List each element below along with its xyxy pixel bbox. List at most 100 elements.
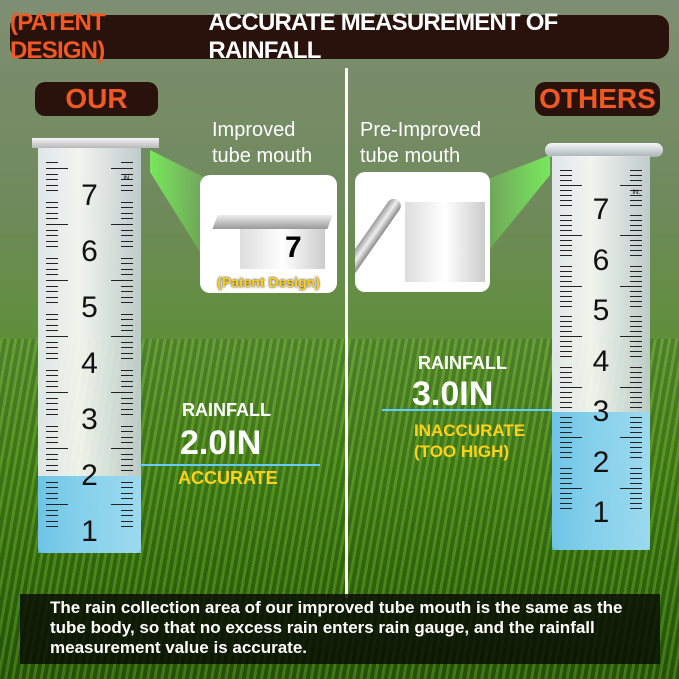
- scale-tick: [560, 447, 572, 449]
- scale-tick: [630, 280, 642, 282]
- scale-tick: [560, 401, 572, 403]
- scale-tick: [560, 386, 582, 388]
- scale-tick: [560, 285, 582, 287]
- scale-tick: [121, 201, 133, 203]
- right-rain-gauge-tube[interactable]: 1 2 3 4 5 6 7 IN.: [552, 156, 650, 550]
- scale-tick: [560, 199, 572, 201]
- scale-tick: [630, 351, 642, 353]
- scale-tick: [121, 442, 133, 444]
- scale-tick: [630, 295, 642, 297]
- scale-tick: [121, 481, 133, 483]
- scale-tick: [121, 498, 133, 500]
- scale-tick: [46, 201, 58, 203]
- scale-tick: [560, 220, 572, 222]
- scale-tick: [46, 263, 58, 265]
- scale-tick: [630, 169, 642, 171]
- scale-tick: [121, 207, 133, 209]
- scale-number: 7: [592, 193, 610, 226]
- scale-tick: [630, 406, 642, 408]
- scale-tick: [560, 442, 572, 444]
- scale-tick: [560, 417, 572, 419]
- scale-tick: [46, 168, 68, 169]
- right-water: [552, 412, 650, 550]
- scale-tick: [630, 230, 642, 232]
- scale-tick: [620, 437, 642, 439]
- scale-tick: [121, 470, 133, 472]
- scale-tick: [560, 265, 572, 267]
- right-tube-rim[interactable]: [545, 143, 663, 157]
- scale-tick: [121, 291, 133, 293]
- scale-number: 6: [592, 243, 610, 277]
- scale-tick: [560, 391, 572, 393]
- scale-tick: [121, 218, 133, 220]
- scale-tick: [560, 366, 572, 368]
- scale-tick: [630, 391, 642, 393]
- scale-tick: [560, 305, 572, 307]
- scale-tick: [121, 431, 133, 433]
- scale-tick: [560, 356, 572, 358]
- scale-tick: [560, 270, 572, 272]
- scale-tick: [121, 235, 133, 237]
- scale-tick: [46, 184, 58, 186]
- scale-tick: [121, 173, 133, 175]
- scale-tick: [46, 324, 58, 326]
- scale-tick: [121, 296, 133, 298]
- scale-tick: [46, 509, 58, 511]
- scale-tick: [560, 381, 572, 383]
- closeup-number: 7: [285, 231, 302, 264]
- left-level-line: [140, 464, 320, 466]
- scale-tick: [46, 352, 58, 354]
- rim-closeup: [355, 196, 404, 278]
- caption-line: tube mouth: [360, 145, 461, 167]
- scale-tick: [630, 502, 642, 504]
- unit-label: IN.: [632, 190, 640, 196]
- scale-tick: [560, 225, 572, 227]
- scale-tick: [121, 313, 133, 315]
- scale-tick: [630, 432, 642, 434]
- scale-tick: [620, 336, 642, 338]
- scale-tick: [121, 184, 133, 186]
- scale-tick: [46, 520, 58, 522]
- scale-number: 1: [81, 515, 98, 548]
- scale-tick: [560, 169, 572, 171]
- left-rain-gauge-tube[interactable]: 1 2 3 4 5 6 7 IN.: [38, 148, 141, 553]
- caption-line: Pre-Improved: [360, 119, 482, 141]
- scale-tick: [630, 245, 642, 247]
- scale-tick: [46, 173, 58, 175]
- scale-tick: [121, 487, 133, 489]
- scale-number: 5: [592, 294, 610, 327]
- scale-tick: [121, 347, 133, 349]
- left-verdict: ACCURATE: [178, 468, 278, 488]
- scale-tick: [46, 487, 58, 489]
- scale-tick: [560, 235, 582, 237]
- scale-tick: [630, 452, 642, 454]
- scale-tick: [121, 520, 133, 522]
- scale-tick: [630, 371, 642, 373]
- scale-tick: [46, 341, 58, 343]
- scale-tick: [620, 184, 642, 186]
- left-rainfall-value: 2.0IN: [180, 424, 262, 462]
- scale-tick: [121, 341, 133, 343]
- scale-tick: [111, 392, 133, 393]
- scale-tick: [121, 492, 133, 494]
- scale-tick: [560, 240, 572, 242]
- scale-tick: [121, 246, 133, 248]
- scale-tick: [46, 369, 58, 371]
- scale-tick: [560, 290, 572, 292]
- scale-tick: [560, 487, 582, 489]
- scale-tick: [46, 498, 58, 500]
- scale-tick: [46, 347, 58, 349]
- scale-tick: [46, 240, 58, 242]
- scale-tick: [121, 330, 133, 332]
- scale-tick: [121, 369, 133, 371]
- scale-tick: [121, 268, 133, 270]
- scale-tick: [121, 453, 133, 455]
- scale-tick: [46, 336, 68, 337]
- left-tube-flange[interactable]: [32, 138, 159, 148]
- scale-tick: [46, 459, 58, 461]
- scale-tick: [630, 442, 642, 444]
- scale-tick: [560, 406, 572, 408]
- unit-label: IN.: [123, 176, 131, 182]
- right-rainfall-label: RAINFALL: [418, 353, 507, 373]
- left-water: [38, 476, 141, 553]
